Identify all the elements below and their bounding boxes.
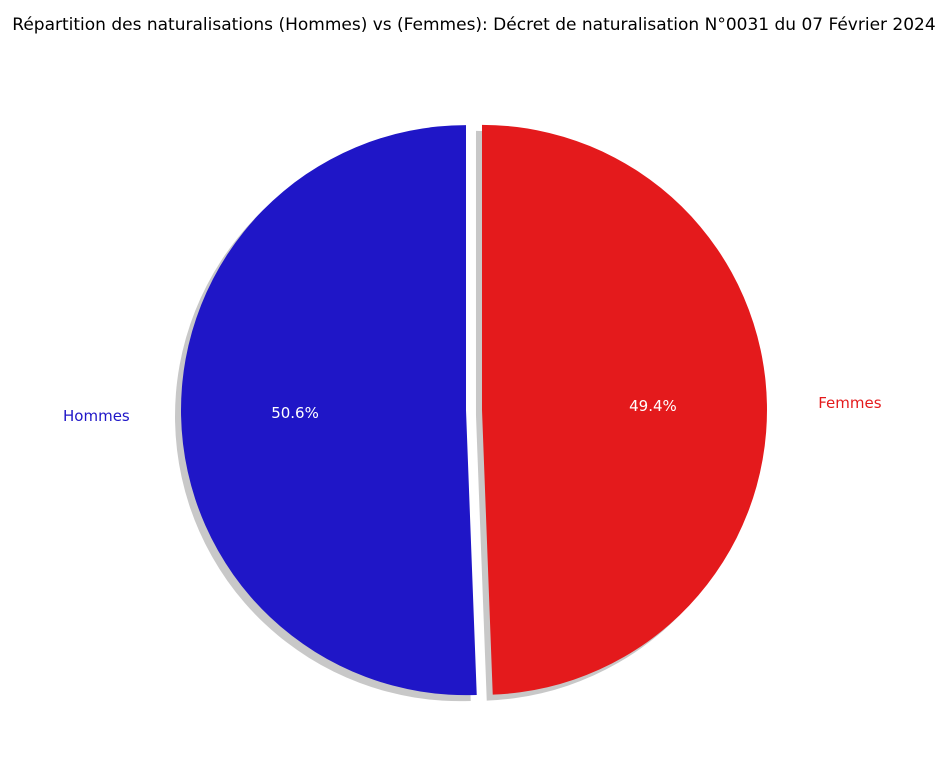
- pie-slice-femmes: [482, 125, 767, 695]
- pie-slice-hommes: [181, 125, 477, 695]
- chart-container: Répartition des naturalisations (Hommes)…: [0, 0, 948, 757]
- pie-percent-hommes: 50.6%: [271, 404, 319, 422]
- pie-chart: 50.6% 49.4% Hommes Femmes: [0, 0, 948, 757]
- pie-percent-femmes: 49.4%: [629, 397, 677, 415]
- pie-label-hommes: Hommes: [63, 407, 130, 425]
- pie-label-femmes: Femmes: [818, 394, 881, 412]
